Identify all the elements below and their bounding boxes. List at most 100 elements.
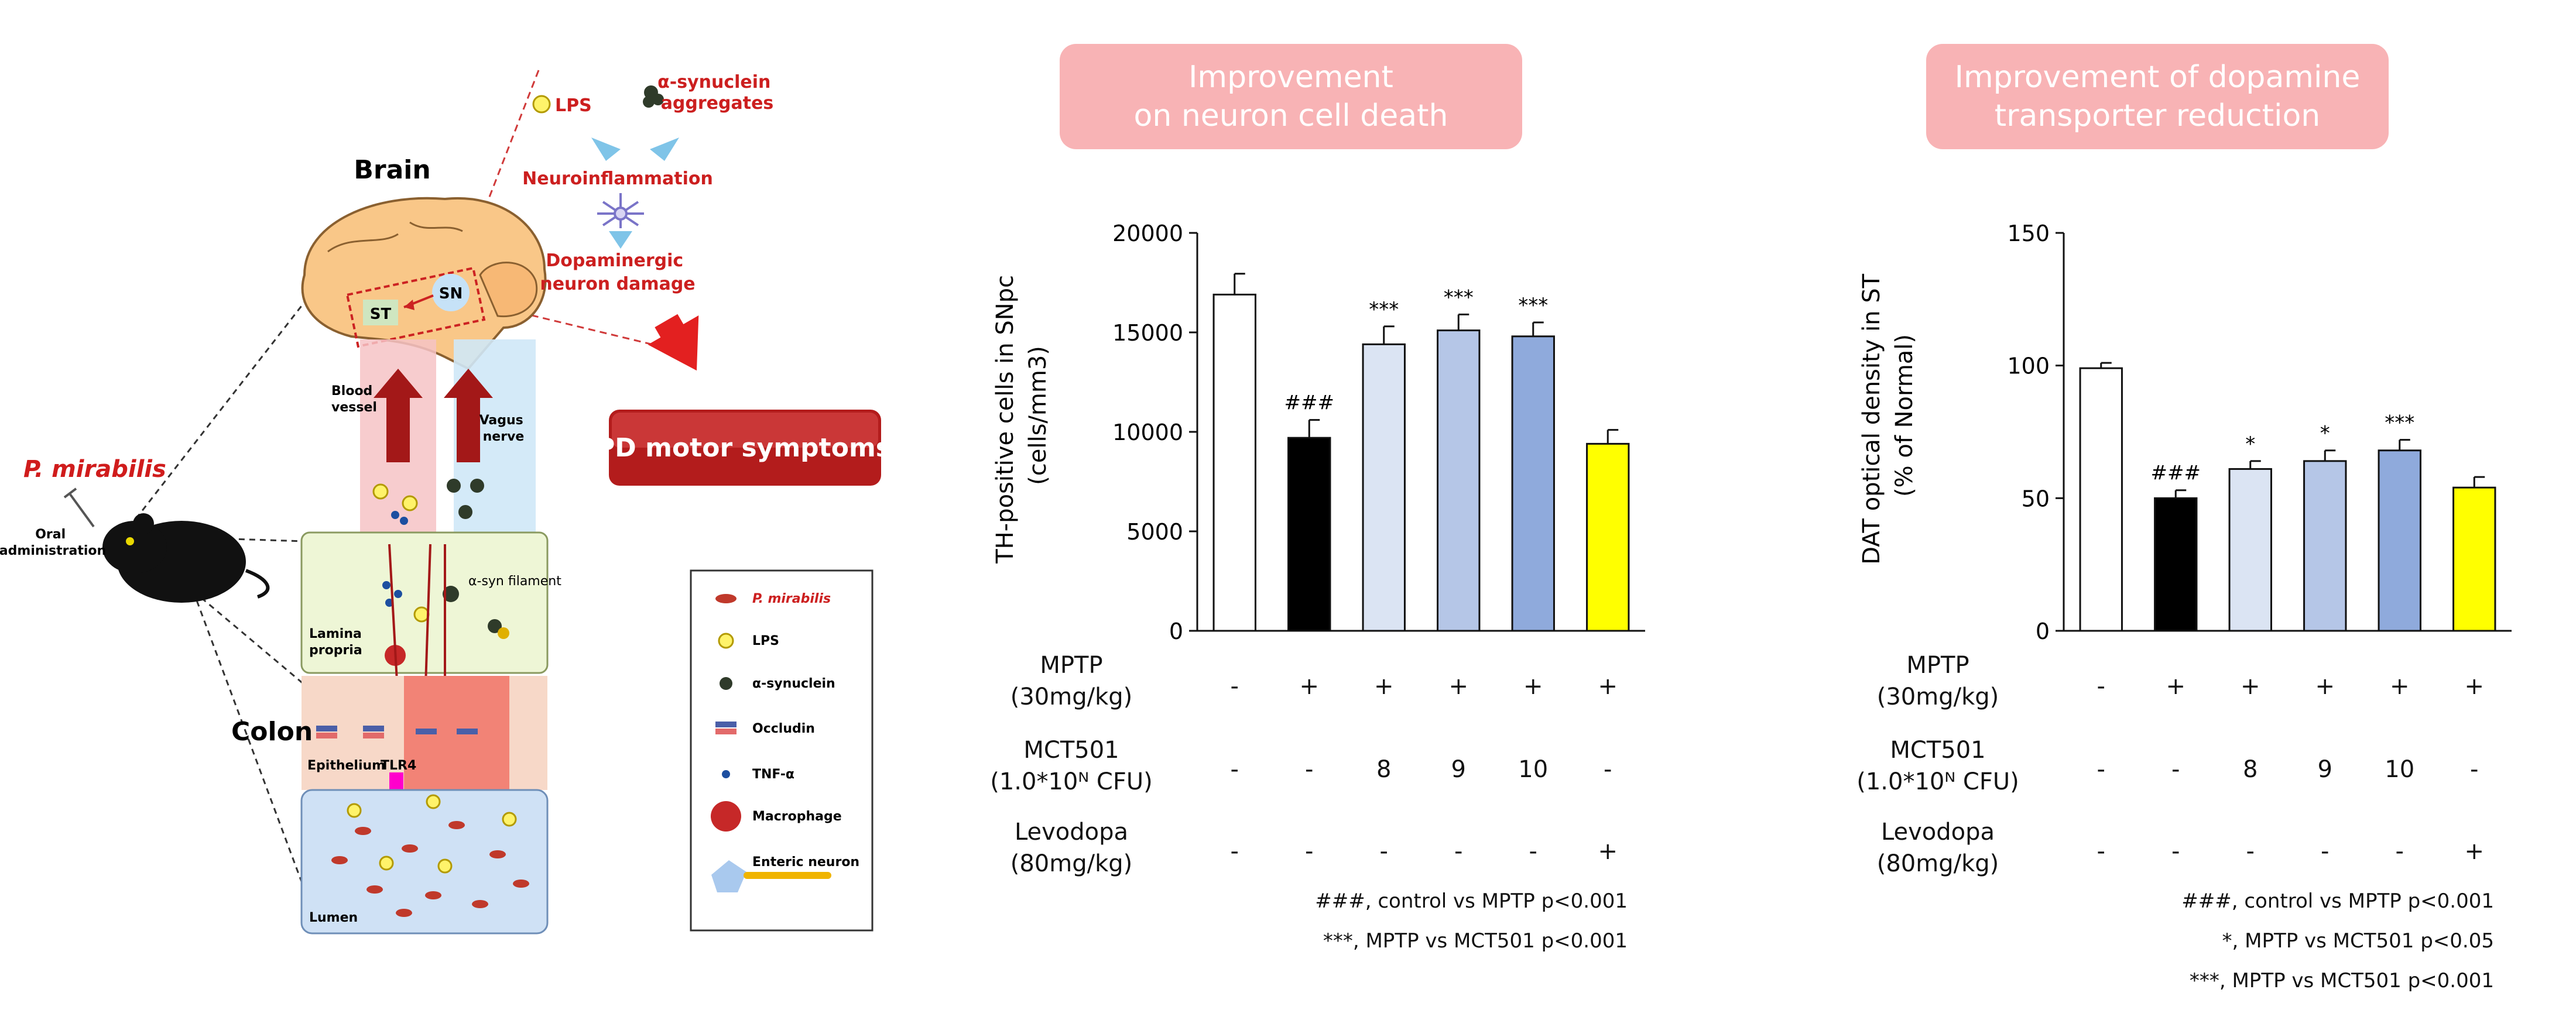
chart2-table-cell: - bbox=[2097, 756, 2105, 783]
legend-label-lps: LPS bbox=[752, 634, 779, 648]
chart1-plot: TH-positive cells in SNpc (cells/mm3) 0 5… bbox=[992, 221, 1645, 644]
chart2-table-cell: - bbox=[2171, 756, 2180, 783]
chart1-table-cell: + bbox=[1373, 673, 1394, 700]
chart1-y-tick-label: 15000 bbox=[1112, 320, 1183, 346]
chart1-table-cell: 9 bbox=[1451, 756, 1466, 783]
chart2-significance-label: *** bbox=[2385, 411, 2414, 435]
chart1-significance-label: *** bbox=[1369, 298, 1399, 321]
chart2-table-cell: + bbox=[2389, 673, 2410, 700]
tlr4-label: TLR4 bbox=[381, 758, 416, 773]
st-label: ST bbox=[370, 305, 392, 323]
chart1-table-cell: - bbox=[1230, 673, 1239, 700]
microglia-icon bbox=[597, 193, 644, 228]
lumen-label: Lumen bbox=[309, 911, 358, 925]
chart1-table-cell: 8 bbox=[1376, 756, 1392, 783]
legend-icons bbox=[711, 594, 831, 892]
legend-label-tnf: TNF-α bbox=[752, 767, 794, 782]
lamina-line: propria bbox=[309, 643, 362, 658]
chart2-table-cell: + bbox=[2166, 673, 2186, 700]
chart1-row-mct501-label: MCT501 (1.0*10ᴺ CFU) bbox=[990, 737, 1153, 795]
lamina-particles bbox=[382, 581, 509, 666]
colon-label: Colon bbox=[231, 717, 313, 747]
chart2-bar bbox=[2378, 449, 2421, 632]
chart2-y-tick-label: 50 bbox=[2022, 486, 2050, 511]
chart1-y-tick-label: 5000 bbox=[1126, 519, 1183, 545]
vagus-line: Vagus bbox=[479, 413, 523, 428]
chart2-significance-label: ### bbox=[2151, 462, 2201, 485]
lamina-label: Lamina propria bbox=[309, 627, 366, 658]
chart1-y-tick-label: 20000 bbox=[1112, 221, 1183, 246]
chart1-table-cell: + bbox=[1523, 673, 1543, 700]
chart1-row-mptp-label: MPTP (30mg/kg) bbox=[1010, 652, 1133, 710]
pd-banner bbox=[609, 410, 881, 486]
pathway-diagram: Brain ST SN LPS α-synuclein aggregates N… bbox=[0, 70, 891, 935]
arrow-icon bbox=[609, 231, 632, 249]
chart1-bar bbox=[1212, 293, 1256, 632]
chart1-footnote-2: ***, MPTP vs MCT501 p<0.001 bbox=[1323, 929, 1628, 953]
chart2-row-levodopa-label: Levodopa (80mg/kg) bbox=[1876, 819, 1999, 877]
bacterium-icon bbox=[715, 594, 737, 603]
sn-label: SN bbox=[439, 285, 463, 303]
synuclein-legend-icon bbox=[720, 677, 732, 690]
legend-label-macrophage: Macrophage bbox=[752, 809, 842, 824]
chart2-table-cell: - bbox=[2097, 838, 2105, 865]
chart1-table-cell: + bbox=[1598, 838, 1618, 865]
chart2-plot: DAT optical density in ST (% of Normal) … bbox=[1858, 221, 2512, 644]
chart1-table-cell: - bbox=[1604, 756, 1612, 783]
dopaminergic-line: Dopaminergic bbox=[546, 250, 683, 271]
lps-inset-label: LPS bbox=[555, 95, 592, 116]
chart1-significance-label: *** bbox=[1518, 294, 1548, 317]
blood-vessel-line: Blood bbox=[331, 384, 372, 399]
chart1-table-cell: - bbox=[1529, 838, 1537, 865]
chart2-y-tick-label: 0 bbox=[2036, 619, 2050, 644]
chart2-table-cell: - bbox=[2246, 838, 2255, 865]
blood-vessel-label: Blood vessel bbox=[331, 384, 377, 415]
chart1-table-cell: - bbox=[1454, 838, 1463, 865]
chart1-table-cell: 10 bbox=[1518, 756, 1549, 783]
chart2-footnote-3: ***, MPTP vs MCT501 p<0.001 bbox=[2189, 969, 2494, 992]
chart1-title: Improvement on neuron cell death bbox=[1060, 44, 1522, 149]
chart2-footnote-1: ###, control vs MPTP p<0.001 bbox=[2181, 889, 2494, 913]
chart2-table-cell: - bbox=[2395, 838, 2404, 865]
oral-line: Oral bbox=[35, 527, 66, 542]
oral-line: administration bbox=[0, 544, 106, 558]
epithelium-label: Epithelium bbox=[307, 758, 385, 773]
chart1-ylabel: TH-positive cells in SNpc (cells/mm3) bbox=[992, 267, 1051, 564]
chart1-y-tick-label: 0 bbox=[1169, 619, 1183, 644]
enteric-neuron-icon bbox=[711, 860, 831, 892]
chart2-y-tick-label: 150 bbox=[2007, 221, 2050, 246]
chart2-row-mptp-label: MPTP (30mg/kg) bbox=[1876, 652, 1999, 710]
chart2-table-cell: 9 bbox=[2317, 756, 2332, 783]
chart1-table-cell: - bbox=[1305, 756, 1314, 783]
lps-icon bbox=[532, 95, 551, 114]
up-arrow-icon bbox=[374, 369, 423, 462]
chart2-table-cell: - bbox=[2470, 756, 2479, 783]
chart1-table-cell: - bbox=[1230, 756, 1239, 783]
chart2-table-cell: + bbox=[2315, 673, 2335, 700]
chart1-significance-label: *** bbox=[1444, 286, 1474, 309]
vagus-line: nerve bbox=[483, 430, 525, 444]
legend-label-synuclein: α-synuclein bbox=[752, 676, 835, 691]
lps-legend-icon bbox=[718, 633, 734, 649]
chart1-table-cell: + bbox=[1448, 673, 1468, 700]
tnf-icon bbox=[722, 770, 730, 778]
circulating-particles bbox=[372, 479, 484, 525]
legend-label-enteric: Enteric neuron bbox=[752, 855, 859, 870]
chart2-table-cell: - bbox=[2321, 838, 2330, 865]
lumen-lps bbox=[347, 794, 517, 874]
syringe-icon bbox=[63, 487, 95, 528]
chart2-ylabel-line1: DAT optical density in ST bbox=[1858, 273, 1885, 564]
up-arrow-icon bbox=[444, 369, 493, 462]
chart2-table-cell: - bbox=[2171, 838, 2180, 865]
dopaminergic-label: Dopaminergic neuron damage bbox=[540, 250, 695, 294]
occludin-icon bbox=[316, 726, 478, 738]
dopaminergic-line: neuron damage bbox=[540, 274, 695, 294]
chart2-bar bbox=[2079, 367, 2123, 632]
macrophage-icon bbox=[711, 801, 741, 832]
chart1-ylabel-line2: (cells/mm3) bbox=[1025, 346, 1051, 485]
chart1-table-cell: - bbox=[1379, 838, 1388, 865]
chart2-table-cell: - bbox=[2097, 673, 2105, 700]
chart2-table-cell: 8 bbox=[2243, 756, 2258, 783]
synuclein-icon bbox=[643, 85, 664, 108]
chart1-bar bbox=[1586, 442, 1630, 632]
